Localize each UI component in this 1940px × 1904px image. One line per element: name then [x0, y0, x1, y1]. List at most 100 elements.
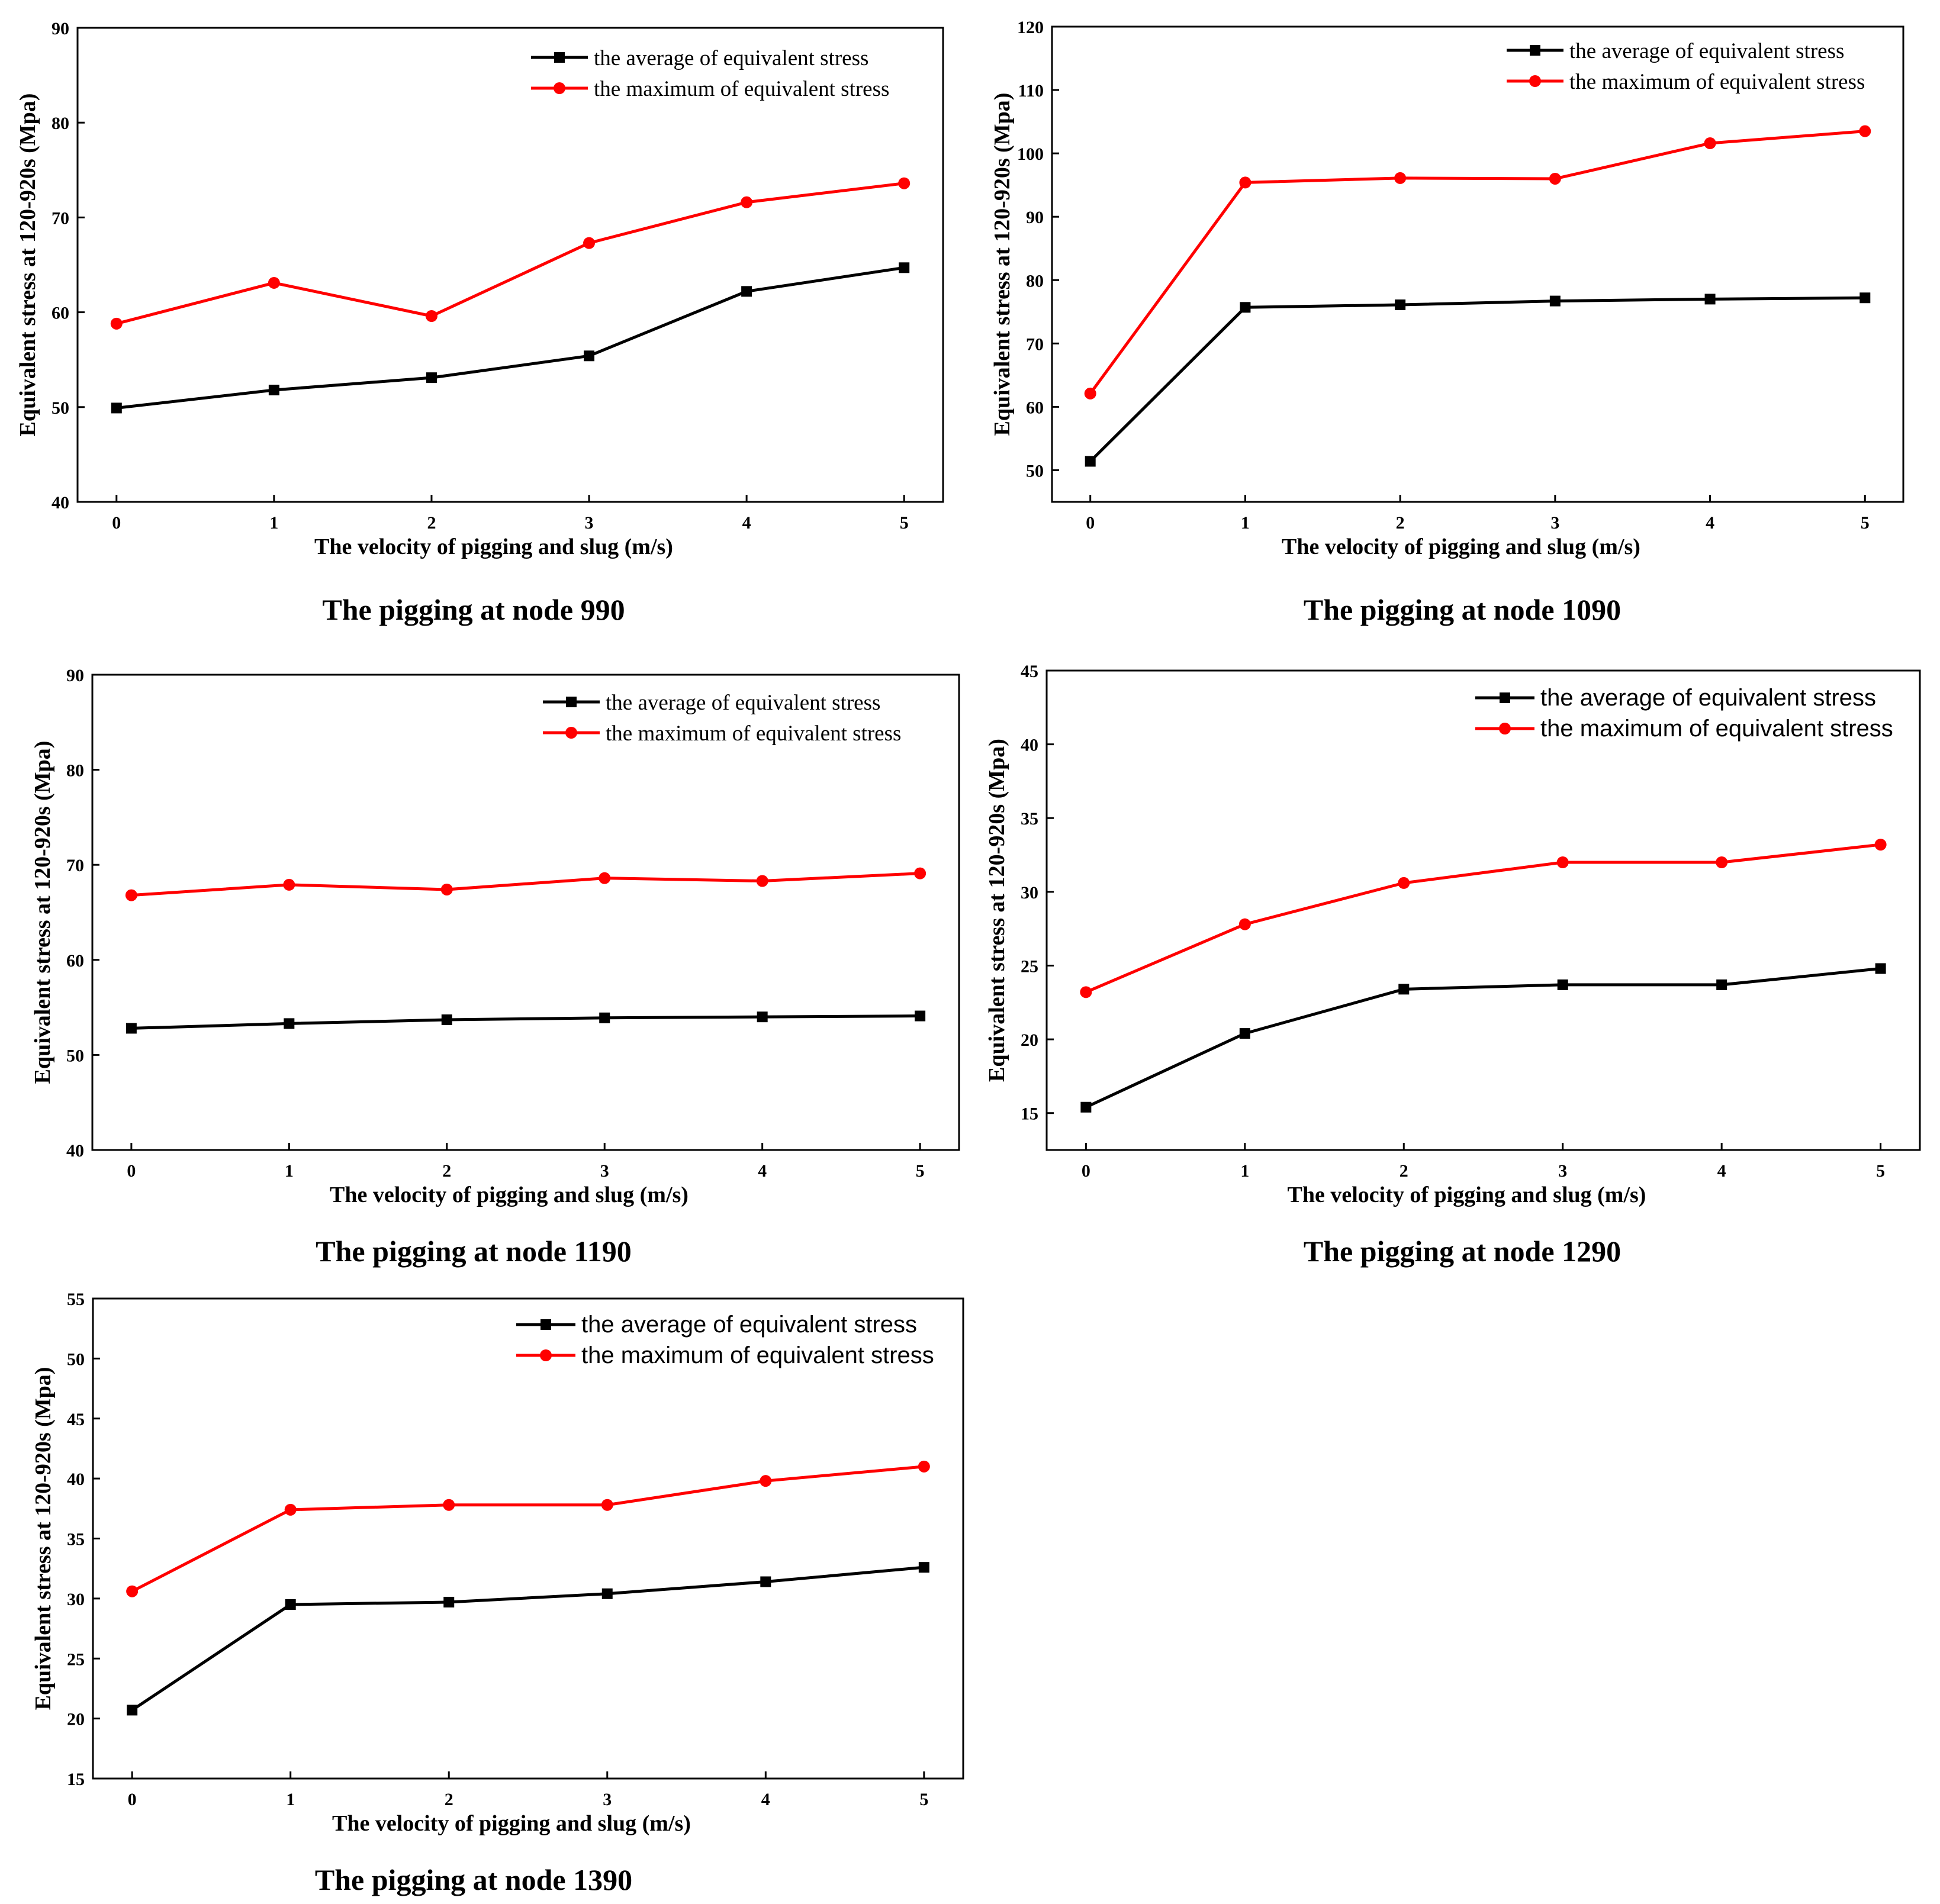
data-point-average [443, 1596, 455, 1607]
y-tick-label: 60 [52, 304, 69, 323]
data-point-maximum [583, 237, 596, 249]
x-tick-label: 1 [286, 1790, 295, 1809]
data-point-maximum [284, 1503, 297, 1516]
series-line-average [1085, 967, 1881, 1109]
y-tick-label: 40 [67, 1470, 85, 1489]
y-tick-label: 25 [67, 1650, 85, 1669]
series-line-maximum [1085, 843, 1881, 994]
legend-label: the average of equivalent stress [581, 1312, 917, 1338]
y-tick-label: 80 [66, 761, 84, 781]
y-tick-label: 40 [66, 1141, 84, 1161]
x-tick-label: 2 [427, 513, 436, 533]
data-point-average [760, 1576, 771, 1587]
legend-marker [1529, 75, 1541, 87]
y-tick-label: 35 [67, 1530, 85, 1549]
data-point-average [441, 1014, 452, 1025]
x-tick-label: 4 [1717, 1161, 1726, 1181]
y-axis-label: Equivalent stress at 120-920s (Mpa) [985, 739, 1009, 1082]
x-axis-label: The velocity of pigging and slug (m/s) [1288, 1183, 1646, 1207]
y-tick-label: 60 [1026, 398, 1044, 417]
legend-label: the average of equivalent stress [594, 46, 868, 70]
data-point-average [601, 1588, 613, 1599]
data-point-average [1549, 295, 1561, 307]
chart-caption: The pigging at node 990 [322, 593, 625, 626]
legend-label: the maximum of equivalent stress [1569, 70, 1865, 94]
y-tick-label: 45 [67, 1410, 85, 1429]
legend-marker [554, 82, 565, 94]
data-point-average [584, 350, 595, 362]
data-point-average [1704, 294, 1716, 305]
plot-frame [1045, 669, 1921, 1151]
y-axis-label: Equivalent stress at 120-920s (Mpa) [990, 93, 1015, 436]
data-point-maximum [1716, 856, 1728, 868]
y-tick-label: 80 [52, 114, 69, 133]
data-point-average [1398, 984, 1410, 995]
x-axis-label: The velocity of pigging and slug (m/s) [314, 534, 673, 559]
y-tick-label: 25 [1021, 956, 1038, 976]
legend-label: the maximum of equivalent stress [606, 721, 901, 746]
chart-caption: The pigging at node 1390 [315, 1863, 632, 1896]
x-tick-label: 0 [1086, 513, 1095, 533]
legend-marker [541, 1319, 551, 1330]
data-point-average [757, 1011, 768, 1023]
x-tick-label: 4 [742, 513, 751, 533]
data-point-maximum [283, 878, 295, 891]
x-tick-label: 4 [761, 1790, 770, 1809]
y-tick-label: 70 [52, 208, 69, 228]
x-tick-label: 5 [916, 1161, 925, 1181]
x-tick-label: 1 [1240, 1161, 1249, 1181]
x-tick-label: 0 [1082, 1161, 1090, 1181]
data-point-maximum [440, 883, 453, 895]
data-point-maximum [443, 1499, 455, 1511]
y-tick-label: 20 [1021, 1030, 1038, 1050]
series-line-maximum [1089, 130, 1865, 395]
chart-panel-0: 40 50 60 70 80 90 0 1 2 3 4 5 The velocity of piggin… [15, 19, 944, 626]
y-tick-label: 55 [67, 1290, 85, 1309]
x-tick-label: 2 [1399, 1161, 1408, 1181]
x-axis-label: The velocity of pigging and slug (m/s) [1282, 534, 1640, 559]
y-tick-label: 70 [66, 856, 84, 875]
data-point-maximum [1704, 137, 1716, 150]
y-tick-label: 40 [52, 493, 69, 513]
data-point-average [1240, 302, 1251, 313]
series-line-average [116, 266, 905, 410]
data-point-maximum [1556, 856, 1569, 868]
y-tick-label: 60 [66, 951, 84, 971]
x-tick-label: 5 [900, 513, 909, 533]
chart-panel-2: 40 50 60 70 80 90 0 1 2 3 4 5 The velocity of piggin… [30, 666, 960, 1268]
x-tick-label: 5 [919, 1790, 928, 1809]
data-point-maximum [741, 196, 753, 208]
x-tick-label: 1 [1241, 513, 1250, 533]
data-point-maximum [918, 1460, 930, 1473]
data-point-average [126, 1023, 137, 1034]
y-tick-label: 100 [1017, 144, 1044, 164]
data-point-average [899, 262, 910, 273]
y-tick-label: 15 [1021, 1104, 1038, 1124]
x-tick-label: 1 [285, 1161, 294, 1181]
x-tick-label: 3 [600, 1161, 609, 1181]
y-tick-label: 90 [1026, 208, 1044, 227]
data-point-maximum [126, 1585, 139, 1597]
y-tick-label: 45 [1021, 662, 1038, 681]
legend-marker [554, 52, 565, 63]
data-point-average [1875, 963, 1886, 974]
data-point-average [111, 402, 122, 414]
y-tick-label: 110 [1018, 81, 1044, 101]
legend-marker [566, 697, 577, 707]
y-axis-label: Equivalent stress at 120-920s (Mpa) [31, 1367, 56, 1710]
data-point-average [741, 286, 752, 297]
plot-frame [92, 1297, 964, 1780]
data-point-maximum [1859, 125, 1871, 137]
data-point-maximum [1398, 877, 1410, 889]
data-point-average [1557, 979, 1568, 990]
data-point-maximum [1080, 986, 1092, 998]
y-tick-label: 30 [67, 1590, 85, 1609]
data-point-maximum [898, 177, 911, 189]
y-tick-label: 90 [66, 666, 84, 685]
series-line-average [131, 1565, 925, 1712]
data-point-maximum [110, 317, 123, 330]
x-tick-label: 3 [1558, 1161, 1567, 1181]
x-tick-label: 3 [585, 513, 594, 533]
